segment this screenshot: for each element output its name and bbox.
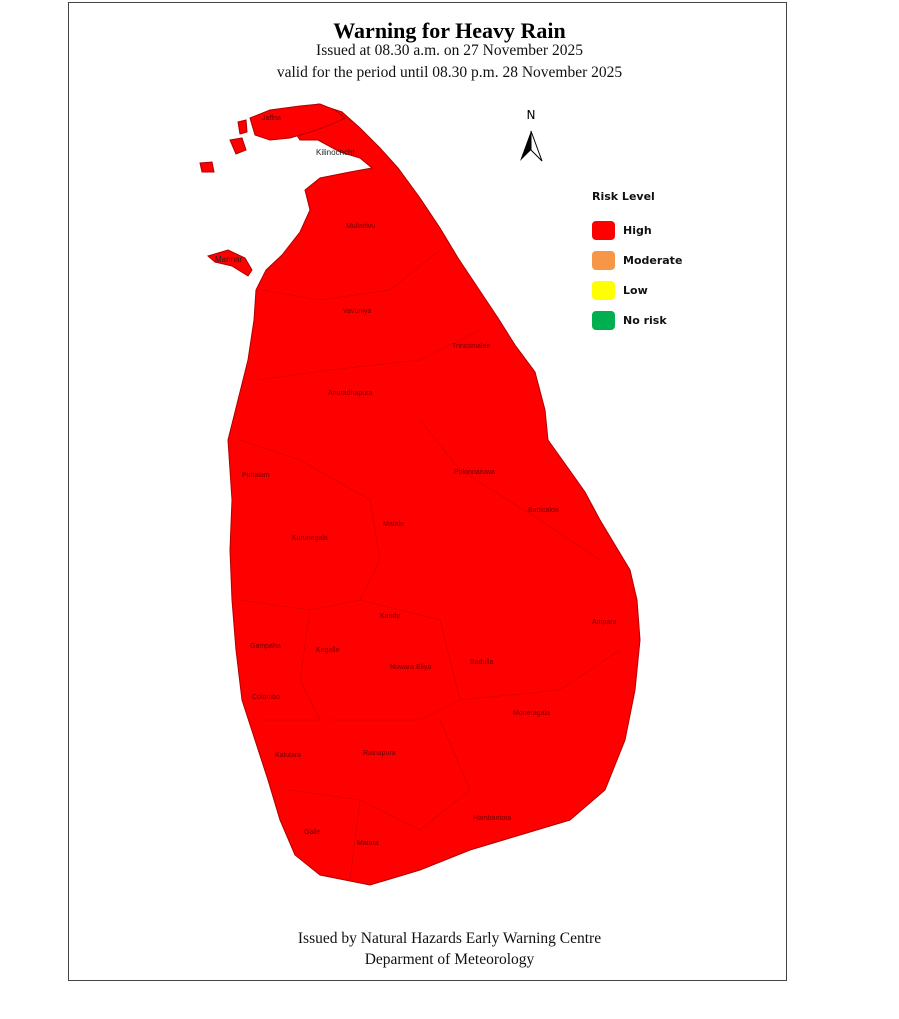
district-label: Kegalle <box>316 647 339 654</box>
legend-label: No risk <box>623 313 667 327</box>
legend-item-low: Low <box>592 275 682 305</box>
main-island <box>227 103 641 886</box>
swatch-no-risk <box>592 310 615 330</box>
district-label: Kilinochchi <box>316 148 354 157</box>
swatch-high <box>592 220 615 240</box>
swatch-moderate <box>592 250 615 270</box>
district-label: Polonnaruwa <box>454 469 495 476</box>
issuer: Issued by Natural Hazards Early Warning … <box>297 930 602 947</box>
legend-label: Low <box>623 283 648 297</box>
district-label: Mannar <box>215 255 242 264</box>
district-label: Batticaloa <box>528 507 559 514</box>
district-label: Anuradhapura <box>328 390 372 397</box>
department: Deparment of Meteorology <box>364 951 535 968</box>
mannar-island <box>206 249 253 277</box>
north-label: N <box>526 108 536 122</box>
legend-item-high: High <box>592 215 682 245</box>
district-label: Hambantota <box>473 815 511 822</box>
district-label: Kalutara <box>275 752 301 759</box>
legend-label: High <box>623 223 652 237</box>
district-label: Moneragala <box>513 710 550 717</box>
issued-time: Issued at 08.30 a.m. on 27 November 2025 <box>316 42 583 59</box>
district-label: Gampaha <box>250 643 281 650</box>
jaffna-peninsula <box>249 103 346 141</box>
district-label: Mullaitivu <box>346 223 375 230</box>
district-label: Ampara <box>592 619 617 626</box>
legend-item-no-risk: No risk <box>592 305 682 335</box>
district-label: Badulla <box>470 659 493 666</box>
district-label: Matale <box>383 521 404 528</box>
legend: Risk Level High Moderate Low No risk <box>592 190 682 335</box>
district-labels: Jaffna Kilinochchi Mannar Mullaitivu Vav… <box>215 115 617 847</box>
district-label: Trincomalee <box>452 343 490 350</box>
district-label: Vavuniya <box>343 308 371 315</box>
district-label: Kandy <box>380 613 400 620</box>
district-label: Nuwara Eliya <box>390 664 431 671</box>
district-label: Jaffna <box>262 115 281 122</box>
district-label: Ratnapura <box>363 750 396 757</box>
island-3 <box>237 119 248 135</box>
district-label: Kurunegala <box>292 535 328 542</box>
district-label: Colombo <box>252 694 280 701</box>
validity-period: valid for the period until 08.30 p.m. 28… <box>276 64 623 81</box>
district-boundaries <box>239 249 621 881</box>
swatch-low <box>592 280 615 300</box>
legend-label: Moderate <box>623 253 683 267</box>
north-arrow-icon <box>520 130 543 162</box>
district-label: Galle <box>304 829 320 836</box>
legend-item-moderate: Moderate <box>592 245 682 275</box>
district-label: Matara <box>357 840 379 847</box>
island-1 <box>229 137 247 155</box>
island-2 <box>199 161 215 173</box>
map-title: Warning for Heavy Rain <box>333 18 566 43</box>
district-label: Puttalam <box>242 472 270 479</box>
legend-title: Risk Level <box>592 190 655 203</box>
map-frame <box>68 2 787 981</box>
